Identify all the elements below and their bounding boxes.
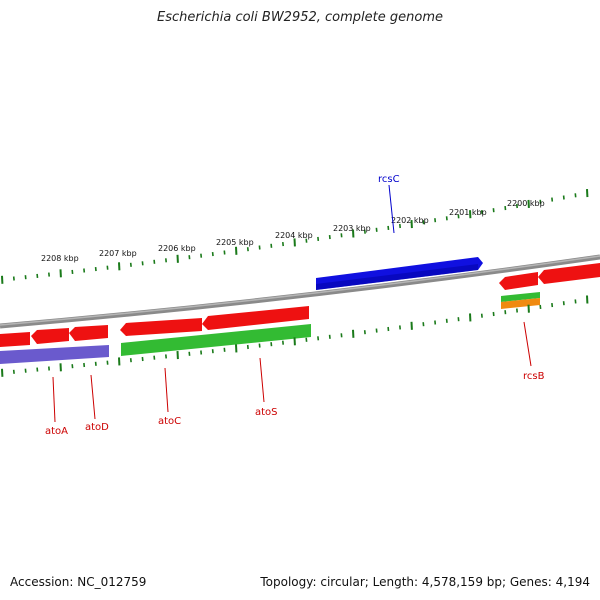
gene-shade bbox=[316, 264, 478, 290]
cds-arrow[interactable] bbox=[31, 328, 69, 344]
backbone-highlight bbox=[0, 255, 600, 326]
feature-bar-green-small[interactable] bbox=[501, 292, 540, 302]
cds-arrow[interactable] bbox=[120, 318, 202, 336]
feature-track bbox=[0, 292, 540, 364]
genome-summary-text: Topology: circular; Length: 4,578,159 bp… bbox=[260, 575, 590, 589]
cds-arrow[interactable] bbox=[69, 325, 108, 341]
tick-label: 2202 kbp bbox=[391, 216, 429, 225]
cds-arrow[interactable] bbox=[0, 332, 30, 347]
feature-bar-orange[interactable] bbox=[501, 298, 540, 309]
cds-track bbox=[0, 263, 600, 347]
gene-label-atoS[interactable]: atoS bbox=[255, 407, 278, 418]
scale-ruler-upper bbox=[1, 189, 589, 284]
leader-line-atoC bbox=[164, 367, 169, 413]
gene-label-rcsB[interactable]: rcsB bbox=[523, 371, 545, 382]
tick-label: 2203 kbp bbox=[333, 224, 371, 233]
scale-tick-labels: 2208 kbp 2207 kbp 2206 kbp 2205 kbp 2204… bbox=[41, 199, 545, 263]
leader-line-rcsC bbox=[388, 184, 395, 234]
gene-labels: atoA atoD atoC atoS rcsB rcsC bbox=[45, 174, 545, 437]
scale-ruler-lower bbox=[1, 295, 589, 377]
cds-arrow[interactable] bbox=[499, 272, 538, 290]
tick-label: 2207 kbp bbox=[99, 249, 137, 258]
cds-arrow[interactable] bbox=[538, 263, 600, 284]
feature-bar-purple[interactable] bbox=[0, 345, 109, 364]
feature-bar-green[interactable] bbox=[121, 324, 311, 356]
map-title: Escherichia coli BW2952, complete genome bbox=[157, 10, 443, 25]
gene-label-atoD[interactable]: atoD bbox=[85, 422, 109, 433]
cds-arrow[interactable] bbox=[202, 306, 309, 330]
gene-label-atoC[interactable]: atoC bbox=[158, 416, 181, 427]
leader-line-atoS bbox=[259, 357, 265, 403]
tick-label: 2208 kbp bbox=[41, 254, 79, 263]
gene-leaders bbox=[52, 184, 532, 423]
tick-label: 2205 kbp bbox=[216, 238, 254, 247]
leader-line-atoA bbox=[52, 376, 56, 423]
tick-label: 2206 kbp bbox=[158, 244, 196, 253]
gene-label-rcsC[interactable]: rcsC bbox=[378, 174, 400, 185]
accession-text: Accession: NC_012759 bbox=[10, 575, 147, 589]
leader-line-rcsB bbox=[523, 321, 532, 367]
genome-backbone bbox=[0, 254, 600, 329]
leader-line-atoD bbox=[90, 374, 96, 420]
tick-label: 2204 kbp bbox=[275, 231, 313, 240]
tick-label: 2200 kbp bbox=[507, 199, 545, 208]
gene-label-atoA[interactable]: atoA bbox=[45, 426, 68, 437]
tick-label: 2201 kbp bbox=[449, 208, 487, 217]
